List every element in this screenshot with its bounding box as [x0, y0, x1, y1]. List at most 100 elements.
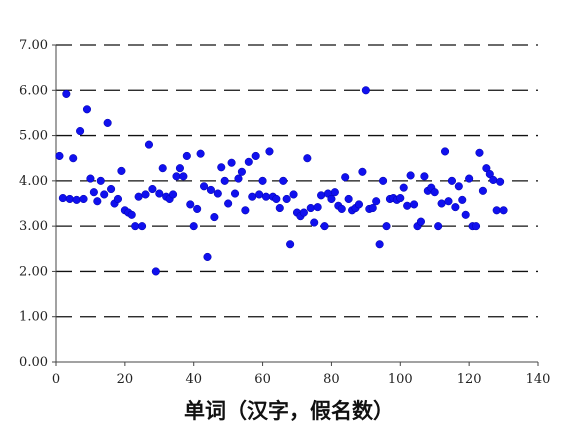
- data-point: [434, 222, 443, 231]
- y-tick-label: 6.00: [19, 83, 48, 98]
- data-point: [230, 189, 240, 198]
- data-point: [382, 222, 391, 231]
- data-point: [272, 194, 281, 204]
- data-point: [282, 194, 291, 204]
- data-point: [430, 188, 439, 197]
- data-point: [89, 188, 98, 197]
- data-point: [416, 217, 425, 226]
- data-point: [255, 190, 264, 199]
- data-point: [286, 240, 295, 249]
- data-point: [172, 172, 181, 181]
- data-point: [492, 206, 501, 215]
- data-point: [471, 222, 481, 231]
- data-point: [465, 174, 474, 183]
- data-point: [437, 199, 446, 208]
- data-point: [131, 222, 140, 231]
- data-point: [299, 208, 308, 217]
- data-point: [86, 174, 95, 183]
- data-point: [275, 203, 284, 213]
- data-point: [403, 201, 412, 210]
- data-point: [251, 151, 260, 160]
- data-point: [213, 189, 222, 198]
- data-point: [138, 222, 147, 231]
- x-tick-label: 40: [185, 372, 202, 387]
- data-point: [100, 190, 109, 199]
- y-tick-label: 1.00: [19, 310, 48, 325]
- data-point: [117, 166, 126, 175]
- data-point: [144, 140, 154, 149]
- data-point: [72, 195, 81, 204]
- data-point: [317, 191, 326, 200]
- data-point: [179, 172, 188, 181]
- data-point: [186, 200, 195, 209]
- data-point: [196, 149, 205, 158]
- y-tick-label: 0.00: [19, 355, 48, 370]
- data-point: [265, 147, 274, 156]
- data-point: [289, 190, 298, 199]
- data-point: [234, 174, 243, 183]
- data-point: [330, 188, 339, 197]
- data-point: [224, 199, 233, 208]
- data-point: [440, 147, 450, 156]
- data-point: [306, 203, 315, 213]
- data-point: [451, 203, 460, 212]
- x-tick-label: 120: [457, 372, 482, 387]
- data-point: [258, 176, 267, 185]
- data-point: [341, 173, 350, 182]
- data-point: [169, 190, 178, 199]
- data-point: [454, 182, 463, 191]
- data-point: [354, 200, 364, 209]
- y-tick-label: 2.00: [19, 264, 48, 279]
- y-tick-label: 4.00: [19, 174, 48, 189]
- x-tick-label: 100: [388, 372, 413, 387]
- data-point: [310, 218, 319, 227]
- data-point: [244, 157, 253, 166]
- data-point: [375, 240, 384, 249]
- data-point: [113, 194, 123, 204]
- data-point: [189, 222, 198, 231]
- data-point: [107, 184, 116, 194]
- data-points: [55, 86, 508, 276]
- data-point: [475, 148, 484, 157]
- y-tick-labels: 0.00 1.00 2.00 3.00 4.00 5.00 6.00 7.00: [19, 38, 48, 370]
- data-point: [227, 158, 236, 167]
- data-point: [261, 192, 271, 201]
- data-point: [220, 176, 229, 185]
- data-point: [134, 192, 143, 201]
- data-point: [344, 194, 353, 204]
- data-point: [210, 213, 219, 222]
- data-point: [65, 194, 74, 204]
- x-tick-labels: 0 20 40 60 80 100 120 140: [52, 372, 551, 387]
- x-tick-label: 0: [52, 372, 60, 387]
- y-tick-label: 3.00: [19, 219, 48, 234]
- data-point: [96, 176, 105, 185]
- data-point: [320, 222, 329, 231]
- data-point: [148, 184, 157, 194]
- data-point: [79, 194, 88, 204]
- data-point: [127, 210, 136, 219]
- data-point: [217, 163, 226, 172]
- data-point: [372, 197, 381, 206]
- data-point: [103, 118, 112, 127]
- data-point: [151, 267, 160, 276]
- data-point: [406, 171, 415, 180]
- data-point: [313, 203, 322, 212]
- x-axis-label: 单词（汉字，假名数）: [184, 398, 394, 423]
- x-tick-label: 140: [526, 372, 551, 387]
- data-point: [241, 206, 250, 215]
- data-point: [461, 210, 470, 219]
- data-point: [175, 164, 184, 173]
- data-point: [399, 183, 408, 192]
- data-point: [93, 197, 102, 206]
- data-point: [206, 185, 215, 194]
- x-tick-label: 80: [323, 372, 340, 387]
- data-point: [379, 176, 388, 185]
- data-point: [396, 194, 405, 203]
- data-point: [82, 105, 92, 114]
- data-point: [279, 176, 288, 185]
- data-point: [62, 89, 71, 98]
- data-point: [203, 252, 212, 261]
- x-tick-label: 60: [254, 372, 271, 387]
- y-tick-label: 5.00: [19, 129, 48, 144]
